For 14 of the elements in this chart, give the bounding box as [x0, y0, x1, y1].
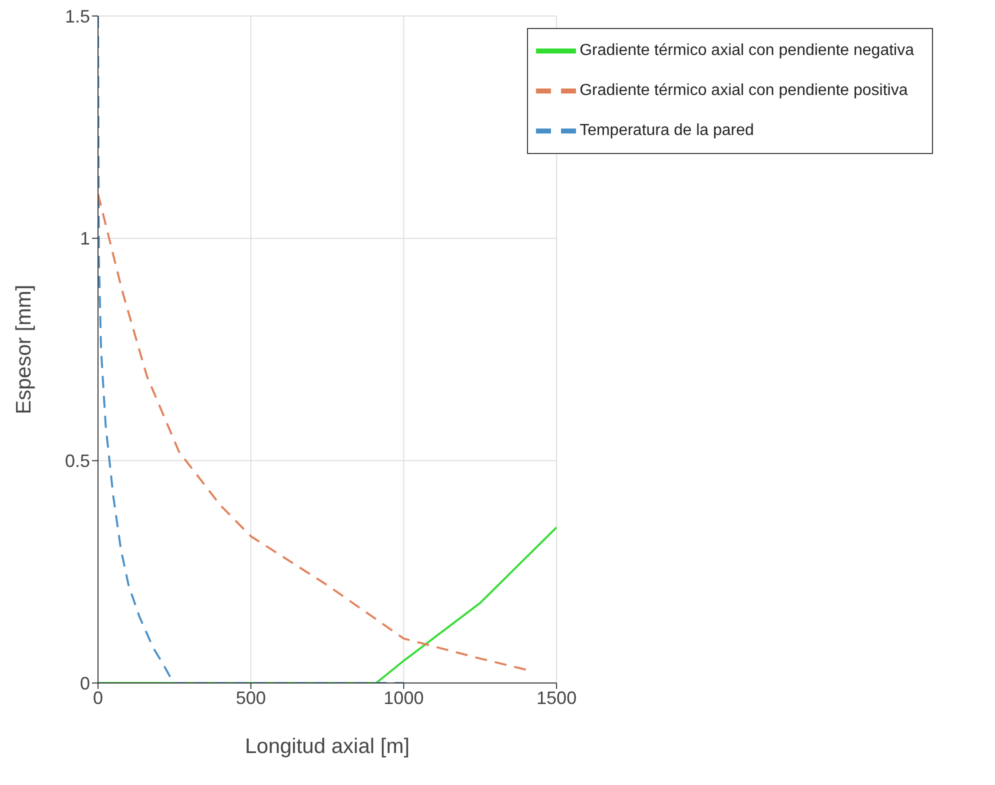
y-tick-label: 0.5	[64, 451, 90, 472]
legend-label: Gradiente térmico axial con pendiente positiva	[580, 82, 908, 100]
x-tick-label: 500	[236, 688, 266, 708]
legend-label: Temperatura de la pared	[580, 122, 754, 140]
line-series	[98, 192, 527, 671]
y-tick-label: 1	[80, 228, 90, 249]
x-axis-title: Longitud axial [m]	[244, 735, 410, 758]
legend-label: Gradiente térmico axial con pendiente negativa	[580, 42, 914, 60]
y-tick-label: 1.5	[64, 6, 90, 26]
x-tick-label: 0	[92, 688, 104, 708]
x-tick-label: 1000	[384, 688, 424, 708]
y-axis-title: Espesor [mm]	[12, 284, 36, 414]
y-tick-label: 0	[80, 673, 90, 694]
x-tick-label: 1500	[536, 688, 577, 708]
